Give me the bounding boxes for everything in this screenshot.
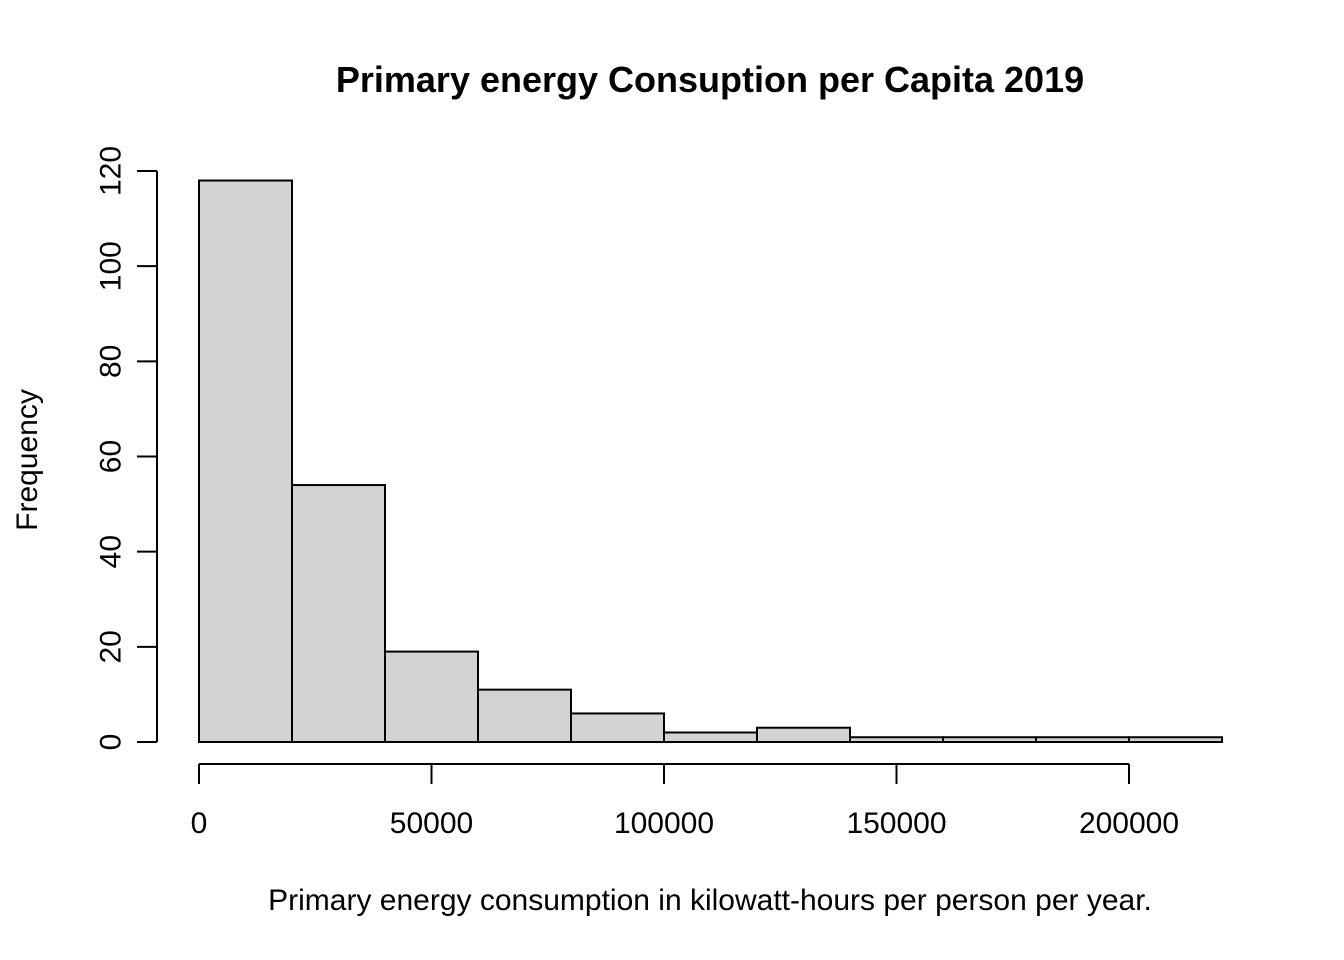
histogram-bar-0 (198, 179, 293, 743)
chart-title: Primary energy Consuption per Capita 201… (336, 59, 1084, 100)
y-tick-label: 60 (95, 440, 128, 473)
histogram-bar-4 (570, 712, 665, 744)
y-tick-label: 20 (95, 630, 128, 663)
histogram-bar-7 (849, 736, 944, 743)
histogram-bar-5 (663, 731, 758, 744)
histogram-bar-2 (384, 650, 479, 744)
histogram-bar-6 (756, 726, 851, 743)
x-tick-label: 200000 (1079, 807, 1179, 840)
histogram-bar-1 (291, 484, 386, 743)
y-tick-label: 80 (95, 345, 128, 378)
x-tick-label: 150000 (846, 807, 946, 840)
y-tick-label: 0 (95, 734, 128, 751)
histogram-bar-3 (477, 688, 572, 743)
histogram-bar-8 (942, 736, 1037, 743)
histogram-bar-9 (1035, 736, 1130, 743)
x-tick-label: 100000 (614, 807, 714, 840)
y-tick-label: 40 (95, 535, 128, 568)
y-axis-label: Frequency (11, 389, 44, 531)
y-axis: 0 20 40 60 80 100 120 (95, 146, 158, 750)
y-tick-label: 100 (95, 241, 128, 291)
bars-group (198, 179, 1223, 744)
y-tick-label: 120 (95, 146, 128, 196)
histogram-bar-10 (1128, 736, 1223, 743)
x-tick-label: 0 (191, 807, 208, 840)
x-axis-label: Primary energy consumption in kilowatt-h… (268, 884, 1152, 917)
x-axis: 0 50000 100000 150000 200000 (191, 763, 1179, 840)
x-tick-label: 50000 (390, 807, 473, 840)
